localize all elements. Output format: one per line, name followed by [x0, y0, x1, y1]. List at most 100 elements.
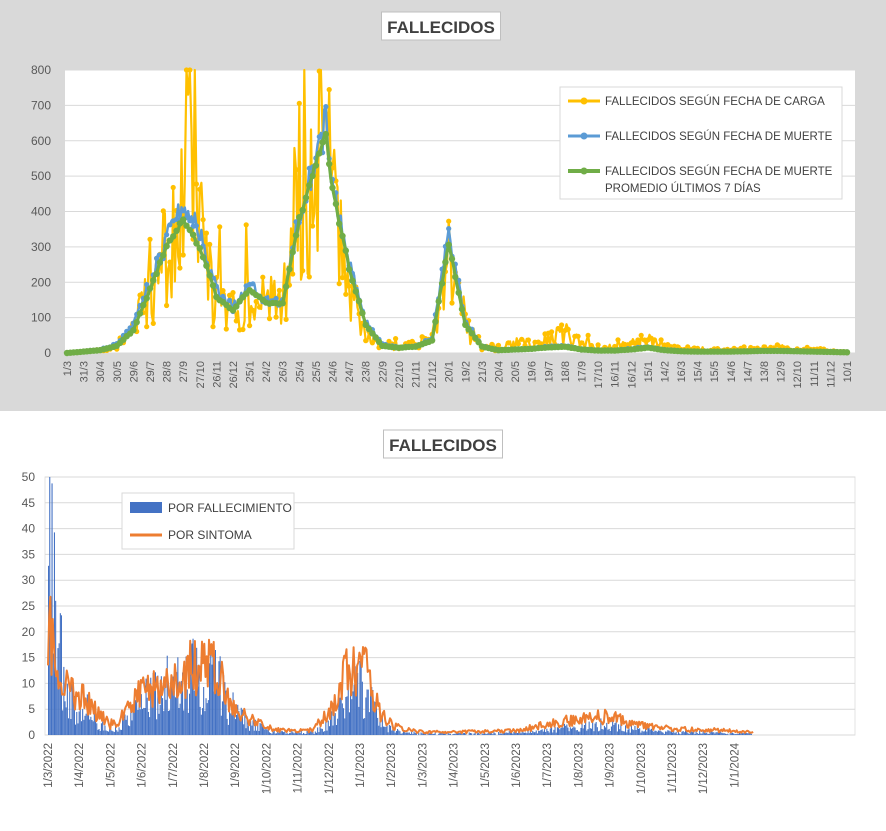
bar: [736, 733, 738, 735]
bar: [89, 719, 91, 735]
data-point: [345, 266, 353, 273]
data-point: [173, 227, 180, 234]
bar: [665, 731, 667, 735]
data-point: [209, 282, 217, 289]
bar: [218, 661, 220, 735]
bar: [413, 731, 415, 735]
bar: [270, 733, 272, 735]
bar: [400, 733, 402, 735]
bar: [489, 733, 491, 735]
bar: [618, 724, 620, 735]
bar: [166, 655, 168, 735]
x-tick-label: 1/9/2022: [230, 743, 242, 788]
bar: [606, 722, 608, 735]
bar: [75, 724, 77, 735]
bar: [194, 661, 196, 735]
bar: [352, 691, 354, 735]
bar: [343, 708, 345, 735]
bar: [667, 730, 669, 735]
data-point: [336, 281, 342, 287]
bar: [91, 720, 93, 735]
bar: [640, 732, 642, 735]
bar: [76, 712, 78, 735]
data-point: [160, 208, 166, 214]
y-tick-label: 700: [31, 98, 51, 112]
bar: [71, 678, 73, 735]
x-tick-label: 15/1: [643, 361, 655, 382]
bar: [660, 730, 662, 735]
bar: [365, 697, 367, 735]
x-tick-label: 1/3/2023: [417, 743, 429, 788]
bar: [408, 732, 410, 735]
bar: [539, 730, 541, 735]
data-point: [154, 255, 160, 261]
bar: [657, 730, 659, 735]
bar: [272, 731, 274, 735]
bar: [629, 732, 631, 735]
bar: [358, 706, 360, 735]
bar: [112, 731, 114, 735]
bar: [410, 733, 412, 735]
bar: [737, 733, 739, 735]
bar: [546, 728, 548, 735]
x-tick-label: 28/8: [162, 361, 174, 382]
bar: [468, 732, 470, 735]
legend-label-1: POR FALLECIMIENTO: [168, 501, 292, 515]
bar: [699, 730, 701, 735]
bar: [453, 733, 455, 735]
bar: [345, 697, 347, 735]
bar: [582, 728, 584, 735]
bar: [355, 679, 357, 735]
data-point: [369, 340, 375, 346]
bar: [109, 727, 111, 735]
data-point: [310, 223, 316, 229]
data-point: [319, 139, 326, 146]
x-tick-label: 1/6/2022: [137, 743, 149, 788]
bar: [543, 729, 545, 735]
bar: [681, 731, 683, 735]
bar: [156, 719, 158, 735]
data-point: [635, 337, 641, 343]
bar: [696, 732, 698, 735]
bar: [627, 729, 629, 735]
bar: [404, 730, 406, 735]
bar: [619, 729, 621, 735]
bar: [220, 715, 222, 735]
data-point: [339, 232, 346, 240]
bar: [663, 733, 665, 735]
bar: [334, 713, 336, 735]
bar: [106, 731, 108, 735]
bar: [469, 733, 471, 735]
bar: [300, 731, 302, 735]
bar: [276, 733, 278, 735]
legend: FALLECIDOS SEGÚN FECHA DE CARGA FALLECIDO…: [559, 86, 843, 200]
bar: [150, 677, 152, 735]
data-point: [446, 226, 452, 232]
bar: [381, 713, 383, 735]
bar: [60, 615, 62, 735]
data-point: [153, 270, 160, 277]
bar: [411, 731, 413, 735]
bar: [92, 721, 94, 735]
bar: [734, 734, 736, 735]
bar: [528, 733, 530, 735]
bar: [680, 734, 682, 735]
bar: [51, 483, 53, 735]
bar: [254, 719, 256, 735]
bar: [526, 733, 528, 735]
bar: [333, 715, 335, 735]
bar: [683, 732, 685, 735]
bar: [626, 732, 628, 735]
bar: [579, 731, 581, 735]
bar: [315, 732, 317, 735]
data-point: [296, 214, 303, 221]
bar: [278, 732, 280, 735]
data-point: [326, 87, 332, 93]
data-point: [167, 259, 173, 265]
bar: [354, 666, 356, 735]
bar: [418, 732, 420, 735]
bar: [158, 713, 160, 735]
bar: [111, 730, 113, 735]
bar: [622, 731, 624, 735]
bar: [682, 731, 684, 735]
